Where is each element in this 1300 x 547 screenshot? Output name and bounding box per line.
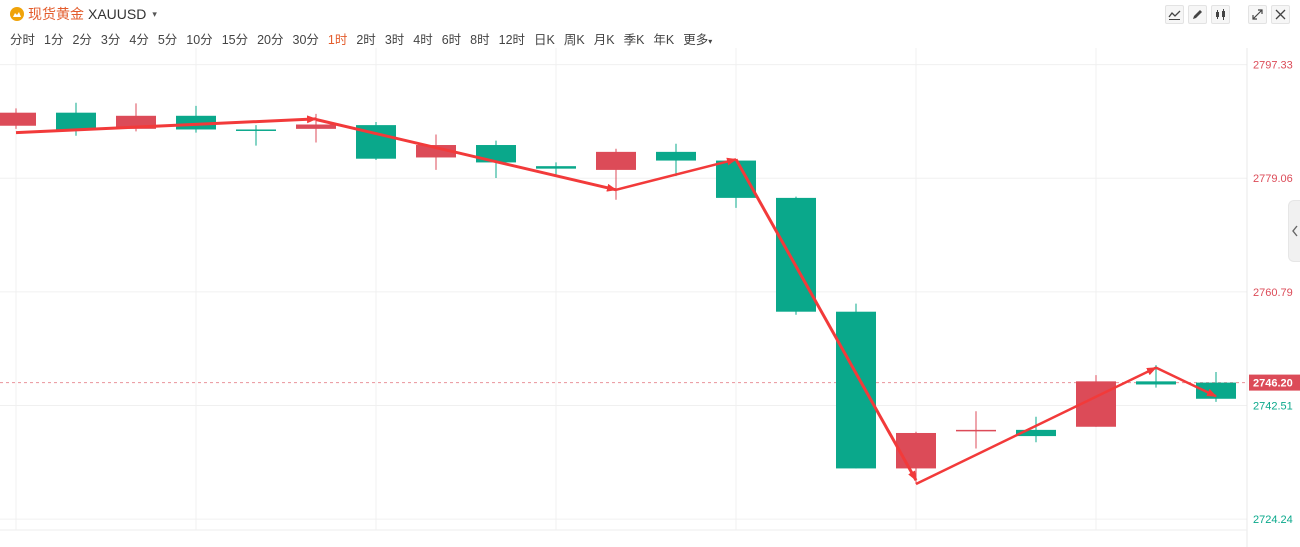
trend-arrow bbox=[734, 158, 918, 482]
period-tab[interactable]: 季K bbox=[623, 33, 645, 47]
candle-body bbox=[0, 112, 36, 126]
period-tab[interactable]: 4时 bbox=[413, 33, 433, 47]
candle-body bbox=[296, 124, 336, 129]
period-tab[interactable]: 12时 bbox=[498, 33, 526, 47]
current-price-label: 2746.20 bbox=[1253, 378, 1293, 390]
current-price-tag bbox=[1249, 374, 1300, 391]
period-tab[interactable]: 4分 bbox=[129, 33, 149, 47]
y-tick-label: 2797.33 bbox=[1253, 60, 1293, 72]
period-tab[interactable]: 年K bbox=[653, 33, 675, 47]
trend-arrow bbox=[615, 157, 737, 192]
symbol-code: XAUUSD bbox=[88, 6, 147, 22]
gold-icon bbox=[10, 7, 24, 21]
candle-body bbox=[236, 129, 276, 131]
period-tab[interactable]: 20分 bbox=[257, 33, 284, 47]
chevron-left-icon bbox=[1291, 225, 1298, 237]
period-tab[interactable]: 月K bbox=[593, 33, 615, 47]
chart-tools bbox=[1165, 5, 1290, 24]
side-panel-toggle[interactable] bbox=[1288, 200, 1300, 262]
candle-body bbox=[776, 197, 816, 312]
symbol-name: 现货黄金 bbox=[28, 6, 84, 22]
period-tab[interactable]: 6时 bbox=[441, 33, 462, 47]
candlestick-chart: 2797.33 2779.06 2760.79 2742.51 2724.24 2746.… bbox=[0, 48, 1300, 547]
chevron-down-icon[interactable]: ▾ bbox=[152, 8, 157, 19]
period-tab[interactable]: 周K bbox=[563, 33, 585, 47]
candle-body bbox=[1016, 429, 1056, 437]
trend-arrow bbox=[915, 366, 1157, 486]
period-tab[interactable]: 8时 bbox=[470, 33, 490, 47]
y-tick-label: 2779.06 bbox=[1253, 173, 1293, 185]
y-tick-label: 2760.79 bbox=[1253, 287, 1293, 299]
period-tab[interactable]: 3时 bbox=[384, 33, 405, 47]
candle-body bbox=[836, 311, 876, 469]
expand-icon[interactable] bbox=[1248, 5, 1267, 24]
period-tab[interactable]: 1时 bbox=[327, 33, 348, 47]
trend-arrow bbox=[1155, 366, 1217, 398]
candle-body bbox=[656, 151, 696, 161]
period-tab[interactable]: 2时 bbox=[356, 33, 376, 47]
period-tab[interactable]: 分时 bbox=[10, 33, 36, 47]
close-icon[interactable] bbox=[1271, 5, 1290, 24]
chevron-down-icon: ▾ bbox=[708, 37, 713, 46]
period-tab[interactable]: 2分 bbox=[72, 33, 92, 47]
period-tab[interactable]: 5分 bbox=[157, 33, 178, 47]
candle-body bbox=[1136, 381, 1176, 385]
candle-body bbox=[596, 151, 636, 170]
period-tab[interactable]: 30分 bbox=[292, 33, 319, 47]
period-tabs: 分时 1分 2分 3分 4分 5分 10分 15分 20分 30分 1时 2时 3时 4时 6时 8时 12时日… bbox=[10, 29, 721, 48]
period-tab[interactable]: 更多▾ bbox=[683, 33, 713, 47]
trend-arrow bbox=[15, 115, 317, 135]
y-tick-label: 2724.24 bbox=[1253, 514, 1293, 526]
period-tab[interactable]: 10分 bbox=[186, 33, 213, 47]
trend-arrow bbox=[315, 118, 617, 192]
line-tool-icon[interactable] bbox=[1165, 5, 1184, 24]
candle-body bbox=[416, 145, 456, 158]
candle-body bbox=[896, 432, 936, 469]
y-tick-label: 2742.51 bbox=[1253, 401, 1293, 413]
candle-body bbox=[716, 160, 756, 198]
pen-tool-icon[interactable] bbox=[1188, 5, 1207, 24]
period-tab[interactable]: 3分 bbox=[100, 33, 121, 47]
candle-body bbox=[56, 112, 96, 130]
period-tab[interactable]: 1分 bbox=[44, 33, 64, 47]
period-tab[interactable]: 日K bbox=[534, 33, 555, 47]
chart-header: 现货黄金 XAUUSD ▾ bbox=[0, 0, 1300, 26]
symbol-selector[interactable]: 现货黄金 XAUUSD ▾ bbox=[10, 4, 157, 24]
candle-body bbox=[536, 166, 576, 169]
period-tab[interactable]: 15分 bbox=[221, 33, 249, 47]
candle-tool-icon[interactable] bbox=[1211, 5, 1230, 24]
candle-body bbox=[956, 429, 996, 432]
